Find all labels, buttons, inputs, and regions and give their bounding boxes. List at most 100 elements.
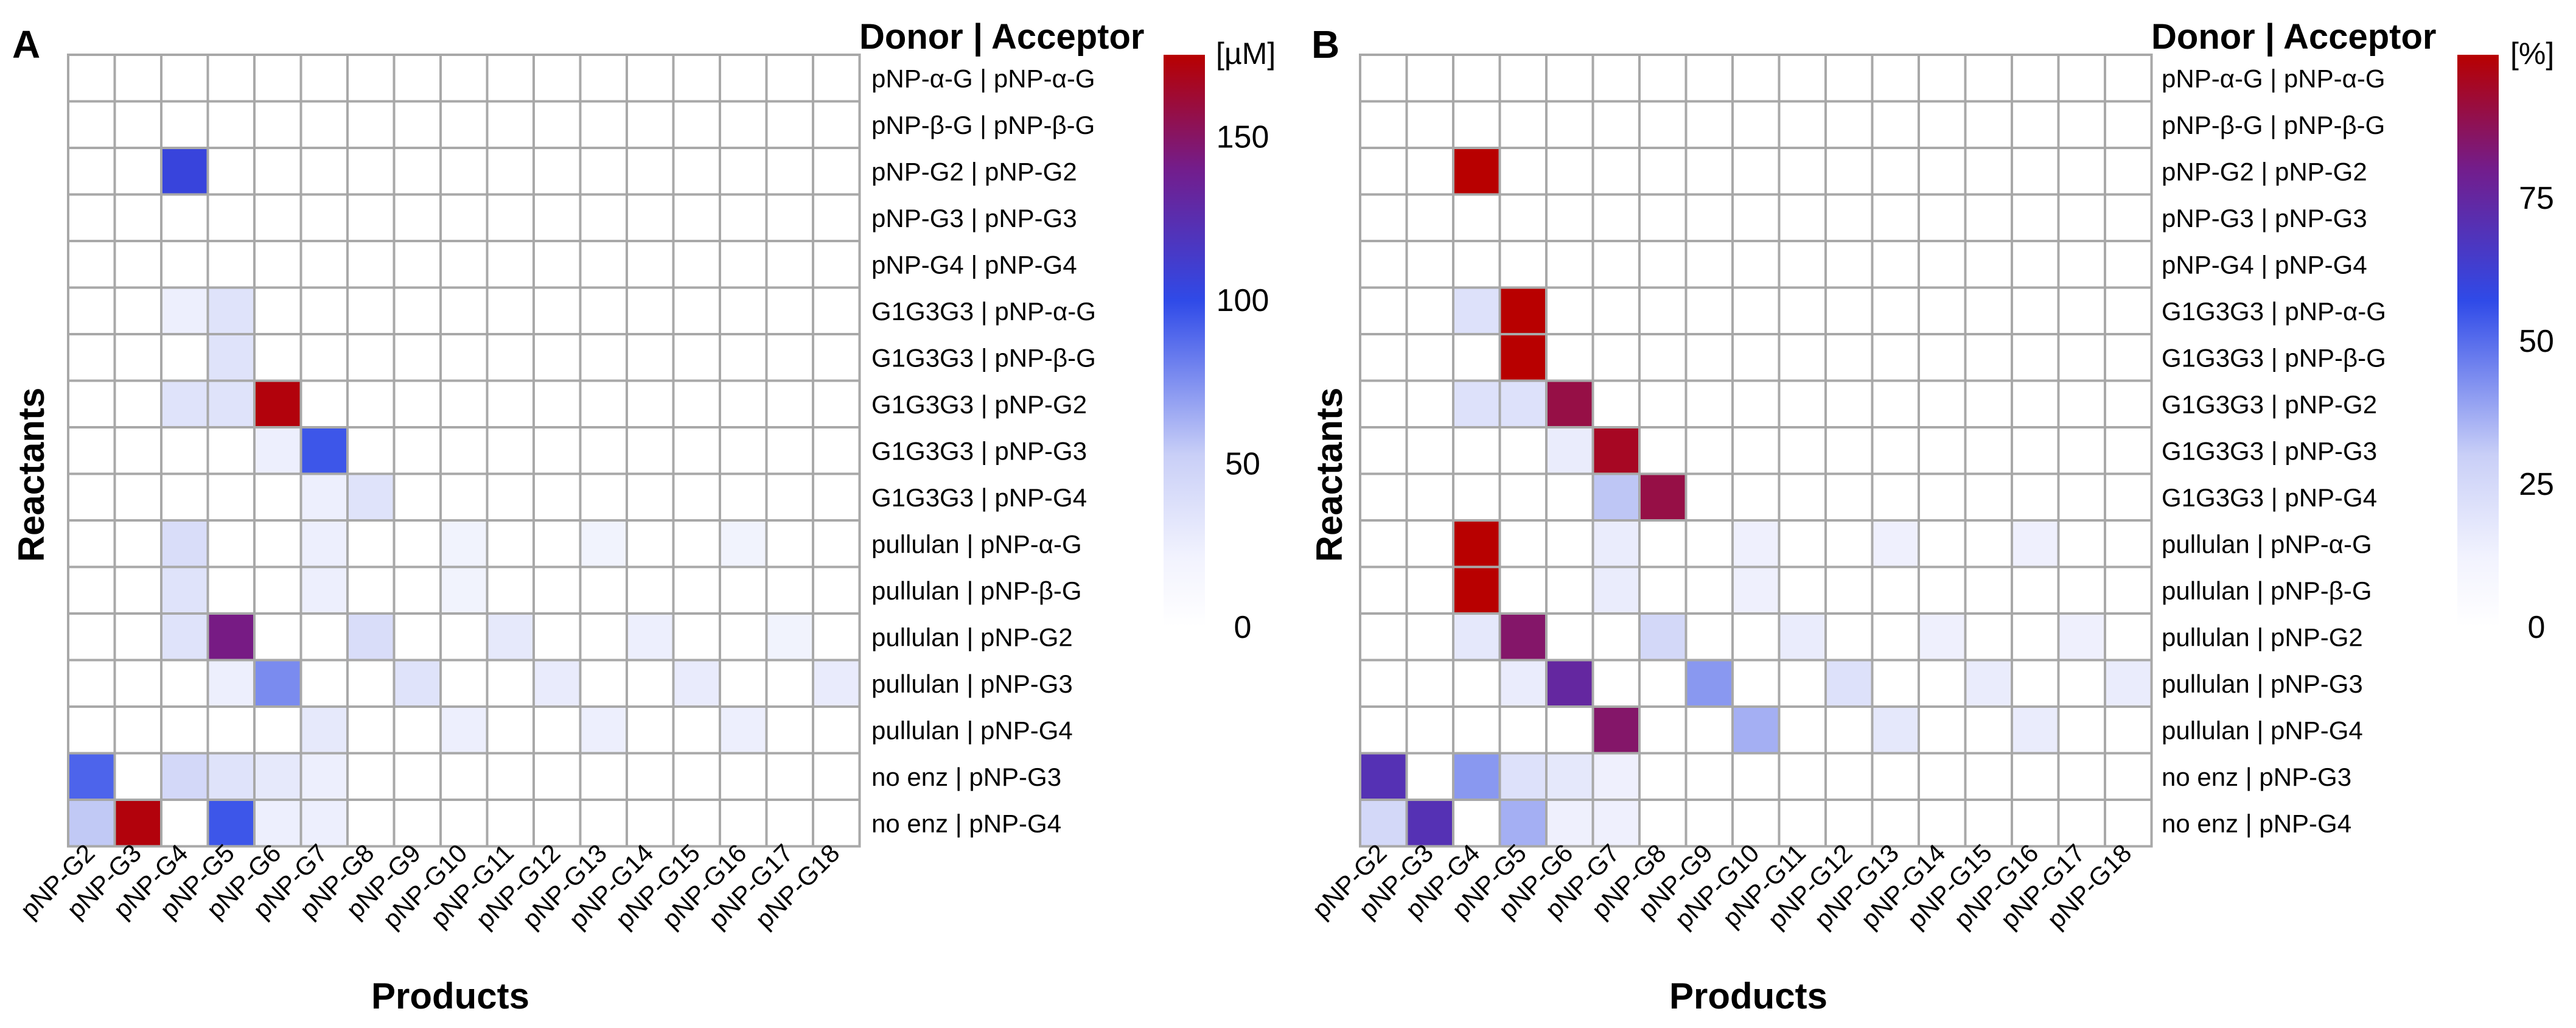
heatmap-cell — [1545, 752, 1594, 801]
heatmap-cell — [1824, 705, 1874, 755]
heatmap-cell — [299, 193, 349, 242]
heatmap-cell — [160, 565, 209, 615]
heatmap-cell — [253, 147, 302, 196]
heatmap-cell — [1918, 565, 1967, 615]
heatmap-cell — [532, 147, 582, 196]
heatmap-cell — [532, 286, 582, 335]
panel-b-letter: B — [1311, 23, 1339, 66]
heatmap-cell — [1359, 100, 1408, 149]
row-label: G1G3G3 | pNP-G2 — [2162, 390, 2377, 419]
heatmap-cell — [1731, 100, 1781, 149]
heatmap-cell — [486, 659, 535, 708]
heatmap-cell — [1545, 426, 1594, 475]
heatmap-cell — [1871, 240, 1920, 289]
heatmap-cell — [206, 379, 256, 428]
heatmap-cell — [1871, 286, 1920, 335]
heatmap-cell — [253, 799, 302, 848]
heatmap-cell — [626, 752, 675, 801]
heatmap-cell — [1359, 519, 1408, 568]
heatmap-cell — [1918, 705, 1967, 755]
heatmap-cell — [67, 612, 116, 662]
heatmap-cell — [1498, 333, 1548, 382]
heatmap-cell — [486, 565, 535, 615]
heatmap-cell — [1824, 519, 1874, 568]
panel-a-heatmap-cells — [67, 54, 861, 848]
heatmap-cell — [1591, 799, 1641, 848]
heatmap-cell — [160, 472, 209, 522]
heatmap-cell — [67, 240, 116, 289]
panel-a-unit-label: [µM] — [1216, 37, 1276, 71]
heatmap-cell — [1359, 379, 1408, 428]
heatmap-cell — [1684, 54, 1734, 103]
heatmap-cell — [1778, 54, 1827, 103]
panel-a: A Donor | Acceptor [µM] Products Reactan… — [11, 17, 1276, 1016]
heatmap-cell — [1452, 193, 1501, 242]
heatmap-cell — [253, 519, 302, 568]
heatmap-cell — [439, 240, 489, 289]
heatmap-cell — [765, 472, 814, 522]
heatmap-cell — [579, 379, 628, 428]
heatmap-cell — [812, 240, 861, 289]
heatmap-cell — [1871, 147, 1920, 196]
heatmap-cell — [393, 426, 442, 475]
heatmap-cell — [206, 565, 256, 615]
heatmap-cell — [1452, 472, 1501, 522]
heatmap-cell — [1359, 472, 1408, 522]
heatmap-cell — [1638, 519, 1688, 568]
heatmap-cell — [67, 565, 116, 615]
heatmap-cell — [346, 426, 396, 475]
heatmap-cell — [1359, 426, 1408, 475]
heatmap-cell — [1405, 333, 1454, 382]
heatmap-cell — [1778, 565, 1827, 615]
heatmap-cell — [393, 799, 442, 848]
heatmap-cell — [672, 379, 721, 428]
heatmap-cell — [765, 333, 814, 382]
heatmap-cell — [2104, 705, 2153, 755]
heatmap-cell — [1452, 333, 1501, 382]
heatmap-cell — [1638, 147, 1688, 196]
row-label: no enz | pNP-G4 — [871, 809, 1061, 837]
heatmap-cell — [253, 54, 302, 103]
heatmap-cell — [206, 472, 256, 522]
heatmap-cell — [719, 519, 768, 568]
row-label: G1G3G3 | pNP-β-G — [871, 343, 1096, 372]
heatmap-cell — [1638, 659, 1688, 708]
heatmap-cell — [1871, 612, 1920, 662]
heatmap-cell — [1591, 612, 1641, 662]
heatmap-cell — [1638, 379, 1688, 428]
heatmap-cell — [1778, 519, 1827, 568]
heatmap-cell — [67, 519, 116, 568]
heatmap-cell — [1824, 54, 1874, 103]
heatmap-cell — [67, 426, 116, 475]
heatmap-cell — [1359, 705, 1408, 755]
row-label: pNP-G2 | pNP-G2 — [2162, 157, 2367, 186]
heatmap-cell — [1824, 472, 1874, 522]
heatmap-cell — [299, 565, 349, 615]
heatmap-cell — [1871, 379, 1920, 428]
heatmap-cell — [1964, 565, 2013, 615]
heatmap-cell — [1778, 147, 1827, 196]
heatmap-cell — [393, 565, 442, 615]
heatmap-cell — [299, 472, 349, 522]
heatmap-cell — [160, 240, 209, 289]
heatmap-cell — [532, 659, 582, 708]
heatmap-cell — [1545, 100, 1594, 149]
heatmap-cell — [1918, 379, 1967, 428]
heatmap-cell — [1591, 286, 1641, 335]
heatmap-cell — [113, 426, 162, 475]
panel-b-row-labels: pNP-α-G | pNP-α-G pNP-β-G | pNP-β-G pNP-G2… — [2162, 64, 2386, 837]
heatmap-cell — [206, 193, 256, 242]
heatmap-cell — [1452, 54, 1501, 103]
heatmap-cell — [1964, 705, 2013, 755]
heatmap-cell — [1359, 193, 1408, 242]
heatmap-cell — [346, 333, 396, 382]
heatmap-cell — [532, 752, 582, 801]
heatmap-cell — [253, 333, 302, 382]
heatmap-cell — [626, 472, 675, 522]
heatmap-cell — [1498, 379, 1548, 428]
heatmap-cell — [1498, 565, 1548, 615]
heatmap-cell — [626, 240, 675, 289]
heatmap-cell — [1778, 799, 1827, 848]
heatmap-cell — [486, 193, 535, 242]
heatmap-cell — [1638, 472, 1688, 522]
